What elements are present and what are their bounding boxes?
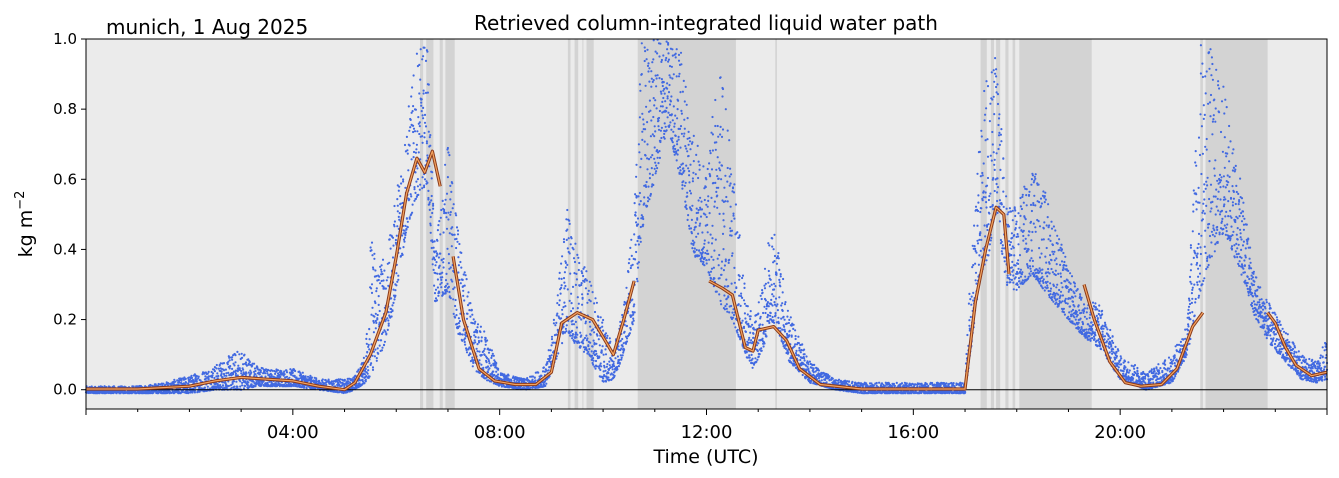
y-tick-label-4: 0.8 <box>53 100 77 118</box>
flagged-band-16 <box>1200 39 1203 409</box>
smoothed-lines <box>86 149 1328 392</box>
y-tick-label-0: 0.0 <box>53 381 77 399</box>
x-axis: 04:00 08:00 12:00 16:00 20:00 <box>85 409 1328 443</box>
flagged-band-9 <box>775 39 777 409</box>
smoothed-line-2 <box>708 206 1010 390</box>
x-tick-label-2: 12:00 <box>681 422 733 443</box>
x-axis-label: Time (UTC) <box>652 446 758 468</box>
flagged-band-3 <box>445 39 455 409</box>
flagged-band-10 <box>980 39 987 409</box>
y-axis: 0.0 0.2 0.4 0.6 0.8 1.0 <box>53 30 86 399</box>
smoothed-line-4 <box>1267 312 1328 377</box>
smoothed-line-0 <box>86 150 441 391</box>
chart-subtitle: munich, 1 Aug 2025 <box>106 15 308 39</box>
y-tick-label-1: 0.2 <box>53 311 77 329</box>
flagged-band-2 <box>439 39 443 409</box>
y-axis-label: kg m−2 <box>13 191 37 258</box>
smoothed-line-1 <box>452 256 635 386</box>
flagged-band-17 <box>1205 39 1268 409</box>
y-axis-label-unit: kg m <box>15 210 37 258</box>
flagged-band-14 <box>1012 39 1016 409</box>
flagged-band-15 <box>1019 39 1092 409</box>
flagged-band-6 <box>582 39 584 409</box>
flagged-band-7 <box>586 39 594 409</box>
smoothed-line-3 <box>1083 284 1204 387</box>
flagged-band-12 <box>996 39 1001 409</box>
x-tick-label-3: 16:00 <box>887 422 939 443</box>
flagged-band-5 <box>574 39 579 409</box>
x-tick-label-0: 04:00 <box>267 422 319 443</box>
chart-title: Retrieved column-integrated liquid water… <box>474 11 938 35</box>
y-tick-label-3: 0.6 <box>53 170 77 188</box>
y-tick-label-2: 0.4 <box>53 240 77 258</box>
y-tick-label-5: 1.0 <box>53 30 77 48</box>
x-tick-label-1: 08:00 <box>474 422 526 443</box>
flagged-band-0 <box>420 39 424 409</box>
flagged-band-8 <box>637 39 736 409</box>
x-tick-label-4: 20:00 <box>1094 422 1146 443</box>
y-axis-label-exponent: −2 <box>13 191 28 210</box>
